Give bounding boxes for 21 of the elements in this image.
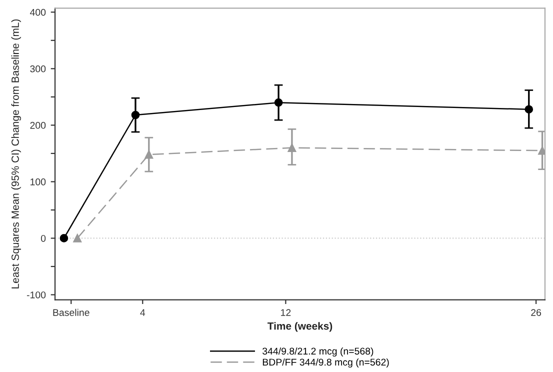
point — [144, 150, 154, 159]
y-tick-label: 100 — [30, 178, 46, 186]
legend-label: BDP/FF 344/9.8 mcg (n=562) — [262, 358, 389, 368]
y-tick-label: -100 — [26, 291, 46, 298]
point — [60, 234, 68, 242]
point — [131, 110, 140, 120]
point — [288, 144, 296, 152]
x-tick-label: Baseline — [53, 308, 90, 316]
point — [524, 105, 534, 114]
y-tick-label: 400 — [30, 8, 46, 16]
point — [274, 98, 283, 107]
x-tick-label: 12 — [281, 309, 291, 316]
x-axis-title: Time (weeks) — [268, 322, 332, 332]
x-tick-label: 26 — [531, 309, 542, 316]
legend-label: 344/9.8/21.2 mcg (n=568) — [262, 347, 374, 357]
y-tick-label: 0 — [40, 234, 46, 242]
point — [73, 234, 82, 242]
y-tick-label: 300 — [30, 65, 46, 72]
y-axis-title: Least Squares Mean (95% CI) Change from Baseline (mL) — [11, 19, 21, 288]
x-tick-label: 4 — [140, 309, 146, 316]
y-tick-label: 200 — [30, 122, 46, 129]
